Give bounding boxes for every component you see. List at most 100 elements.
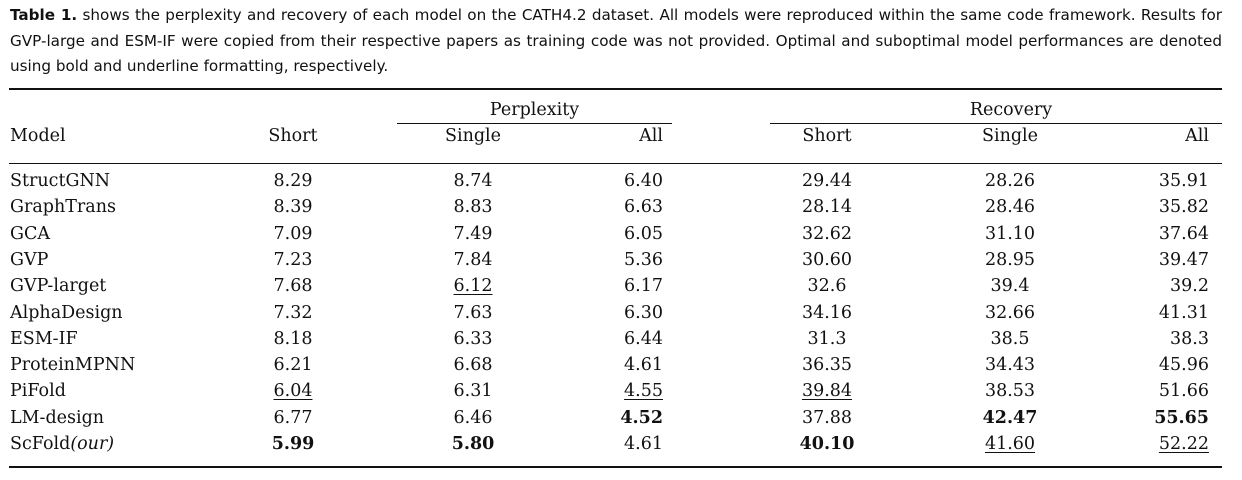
model-name: AlphaDesign bbox=[10, 302, 123, 323]
perplexity-all-cell: 6.05 bbox=[543, 221, 663, 247]
recovery-all-cell: 52.22 bbox=[1089, 431, 1209, 457]
column-header-perplexity-short: Short bbox=[268, 126, 318, 146]
model-name-cell: GCA bbox=[10, 221, 50, 247]
table-row: PiFold 6.04 6.31 4.55 39.84 38.53 51.66 bbox=[0, 378, 1242, 404]
model-name-cell: LM-design bbox=[10, 405, 104, 431]
model-name-cell: AlphaDesign bbox=[10, 300, 123, 326]
perplexity-single-cell: 7.49 bbox=[413, 221, 533, 247]
column-header-recovery-single: Single bbox=[981, 126, 1038, 146]
recovery-all-cell: 38.3 bbox=[1089, 326, 1209, 352]
recovery-single-cell: 31.10 bbox=[950, 221, 1070, 247]
perplexity-single-value: 6.33 bbox=[453, 328, 493, 349]
recovery-short-cell: 34.16 bbox=[767, 300, 887, 326]
recovery-single-value: 32.66 bbox=[984, 302, 1036, 323]
perplexity-short-value: 7.23 bbox=[273, 249, 313, 270]
caption-text: shows the perplexity and recovery of eac… bbox=[10, 6, 1222, 75]
perplexity-all-value: 5.36 bbox=[624, 249, 663, 270]
perplexity-all-value: 4.61 bbox=[624, 434, 663, 454]
perplexity-short-value: 7.68 bbox=[273, 276, 313, 297]
recovery-single-value: 38.5 bbox=[990, 328, 1030, 349]
perplexity-single-cell: 5.80 bbox=[413, 431, 533, 457]
model-name-cell: ESM-IF bbox=[10, 326, 78, 352]
perplexity-all-value: 4.61 bbox=[624, 355, 663, 376]
model-name-cell: ProteinMPNN bbox=[10, 352, 135, 378]
perplexity-short-cell: 7.09 bbox=[233, 221, 353, 247]
recovery-short-cell: 40.10 bbox=[767, 431, 887, 457]
recovery-short-value: 32.6 bbox=[807, 276, 847, 297]
table-row: StructGNN 8.29 8.74 6.40 29.44 28.26 35.91 bbox=[0, 168, 1242, 194]
model-name: GVP bbox=[10, 249, 49, 270]
model-name: GraphTrans bbox=[10, 197, 116, 218]
recovery-single-value: 34.43 bbox=[984, 355, 1036, 376]
perplexity-single-value: 7.63 bbox=[453, 302, 493, 323]
recovery-short-value: 34.16 bbox=[801, 302, 853, 323]
recovery-single-cell: 28.46 bbox=[950, 194, 1070, 220]
recovery-single-value: 38.53 bbox=[984, 381, 1036, 402]
perplexity-all-cell: 6.40 bbox=[543, 168, 663, 194]
recovery-all-cell: 39.2 bbox=[1089, 273, 1209, 299]
table-row: GVP-larget 7.68 6.12 6.17 32.6 39.4 39.2 bbox=[0, 273, 1242, 299]
recovery-short-value: 31.3 bbox=[807, 328, 847, 349]
recovery-single-cell: 28.26 bbox=[950, 168, 1070, 194]
model-name-cell: ScFold(our) bbox=[10, 431, 114, 457]
recovery-single-value: 41.60 bbox=[984, 434, 1036, 454]
perplexity-short-value: 8.39 bbox=[273, 197, 313, 218]
recovery-all-cell: 37.64 bbox=[1089, 221, 1209, 247]
recovery-all-value: 39.2 bbox=[1170, 276, 1209, 297]
recovery-single-value: 31.10 bbox=[984, 223, 1036, 244]
recovery-all-value: 55.65 bbox=[1154, 407, 1209, 428]
perplexity-single-value: 6.31 bbox=[453, 381, 493, 402]
perplexity-single-value: 5.80 bbox=[451, 434, 495, 454]
recovery-all-cell: 55.65 bbox=[1089, 405, 1209, 431]
recovery-single-cell: 42.47 bbox=[950, 405, 1070, 431]
perplexity-single-value: 6.12 bbox=[453, 276, 493, 297]
perplexity-all-value: 6.40 bbox=[624, 171, 663, 191]
perplexity-all-cell: 4.61 bbox=[543, 431, 663, 457]
column-header-model: Model bbox=[10, 126, 66, 146]
column-header-recovery-all: All bbox=[1185, 126, 1209, 146]
header-bottom-rule bbox=[9, 163, 1222, 164]
recovery-single-value: 28.46 bbox=[984, 197, 1036, 218]
recovery-short-value: 37.88 bbox=[801, 407, 853, 428]
perplexity-short-cell: 8.18 bbox=[233, 326, 353, 352]
model-name: StructGNN bbox=[10, 171, 111, 191]
recovery-single-cell: 41.60 bbox=[950, 431, 1070, 457]
perplexity-all-cell: 6.63 bbox=[543, 194, 663, 220]
recovery-short-value: 36.35 bbox=[801, 355, 853, 376]
recovery-short-cell: 36.35 bbox=[767, 352, 887, 378]
table-row: GCA 7.09 7.49 6.05 32.62 31.10 37.64 bbox=[0, 221, 1242, 247]
perplexity-single-cell: 7.63 bbox=[413, 300, 533, 326]
perplexity-single-value: 6.68 bbox=[453, 355, 493, 376]
perplexity-all-cell: 6.17 bbox=[543, 273, 663, 299]
model-name: ScFold bbox=[10, 434, 71, 454]
recovery-short-cell: 30.60 bbox=[767, 247, 887, 273]
recovery-short-value: 30.60 bbox=[801, 249, 853, 270]
perplexity-all-cell: 4.61 bbox=[543, 352, 663, 378]
table-row: ProteinMPNN 6.21 6.68 4.61 36.35 34.43 45.96 bbox=[0, 352, 1242, 378]
column-header-recovery-short: Short bbox=[802, 126, 852, 146]
recovery-short-cell: 32.6 bbox=[767, 273, 887, 299]
column-header-perplexity-single: Single bbox=[444, 126, 501, 146]
perplexity-short-value: 6.21 bbox=[273, 355, 313, 376]
perplexity-short-cell: 7.32 bbox=[233, 300, 353, 326]
table-top-rule bbox=[9, 88, 1222, 90]
model-name: ESM-IF bbox=[10, 328, 78, 349]
perplexity-all-value: 6.17 bbox=[624, 276, 663, 297]
perplexity-single-cell: 7.84 bbox=[413, 247, 533, 273]
recovery-all-cell: 39.47 bbox=[1089, 247, 1209, 273]
perplexity-short-cell: 7.23 bbox=[233, 247, 353, 273]
model-name-cell: PiFold bbox=[10, 378, 66, 404]
recovery-short-cell: 32.62 bbox=[767, 221, 887, 247]
perplexity-short-value: 6.04 bbox=[273, 381, 313, 402]
table-caption: Table 1. shows the perplexity and recove… bbox=[10, 3, 1222, 80]
perplexity-all-cell: 6.44 bbox=[543, 326, 663, 352]
table-row: GVP 7.23 7.84 5.36 30.60 28.95 39.47 bbox=[0, 247, 1242, 273]
perplexity-short-cell: 5.99 bbox=[233, 431, 353, 457]
recovery-single-cell: 38.53 bbox=[950, 378, 1070, 404]
model-name: LM-design bbox=[10, 407, 105, 428]
recovery-single-value: 28.26 bbox=[984, 171, 1036, 191]
model-name-cell: StructGNN bbox=[10, 168, 110, 194]
recovery-all-value: 39.47 bbox=[1158, 249, 1209, 270]
model-name-cell: GraphTrans bbox=[10, 194, 116, 220]
recovery-all-value: 35.91 bbox=[1158, 171, 1209, 191]
